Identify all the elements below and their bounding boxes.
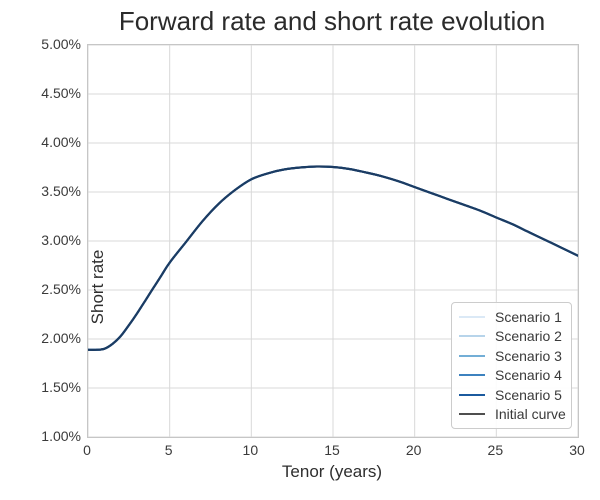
legend-line-swatch [459, 315, 485, 318]
legend-label: Scenario 5 [495, 386, 562, 403]
chart-title: Forward rate and short rate evolution [118, 6, 546, 36]
x-axis-label: Tenor (years) [281, 462, 383, 481]
x-tick-label: 30 [569, 442, 585, 458]
y-axis-label: Short rate [88, 249, 107, 325]
legend: Scenario 1 Scenario 2 Scenario 3 Scenario 4… [451, 302, 572, 429]
legend-item-scenario-3: Scenario 3 [452, 346, 571, 365]
plot-area: Short rate [87, 44, 579, 438]
y-tick-label: 2.00% [41, 330, 81, 346]
legend-label: Scenario 4 [495, 367, 562, 384]
legend-item-scenario-2: Scenario 2 [452, 327, 571, 346]
x-tick-label: 15 [324, 442, 340, 458]
y-tick-label: 2.50% [41, 281, 81, 297]
curve-visible-overlap [88, 165, 578, 351]
legend-line-swatch [459, 393, 485, 396]
legend-label: Scenario 2 [495, 328, 562, 345]
legend-line-swatch [459, 335, 485, 338]
x-tick-label: 20 [405, 442, 422, 458]
legend-line-swatch [459, 374, 485, 377]
y-tick-label: 3.50% [41, 183, 81, 199]
y-tick-label: 1.50% [41, 379, 81, 395]
legend-item-scenario-5: Scenario 5 [452, 385, 571, 404]
y-tick-label: 4.50% [41, 85, 81, 101]
legend-label: Scenario 1 [495, 308, 562, 325]
legend-item-initial-curve: Initial curve [452, 405, 571, 424]
legend-item-scenario-1: Scenario 1 [452, 307, 571, 326]
legend-item-scenario-4: Scenario 4 [452, 366, 571, 385]
y-tick-label: 4.00% [41, 134, 81, 150]
legend-label: Initial curve [495, 406, 566, 423]
legend-line-swatch [459, 413, 485, 416]
y-tick-label: 3.00% [41, 232, 81, 248]
legend-line-swatch [459, 354, 485, 357]
x-tick-label: 25 [487, 442, 504, 458]
x-tick-label: 10 [242, 442, 259, 458]
x-tick-label: 0 [83, 442, 91, 458]
x-tick-label: 5 [164, 442, 173, 458]
y-tick-label: 5.00% [41, 36, 81, 52]
legend-label: Scenario 3 [495, 347, 562, 364]
y-tick-label: 1.00% [41, 428, 81, 444]
